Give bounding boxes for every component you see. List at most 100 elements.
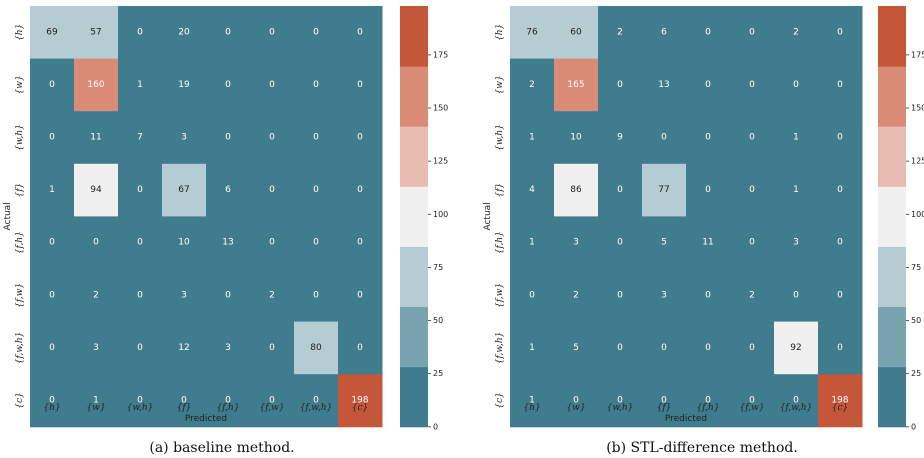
heatmap-cell (510, 58, 555, 112)
cell-value-label: 198 (351, 396, 368, 406)
y-tick-label: {w,h} (495, 124, 505, 151)
heatmap-cell (74, 163, 119, 217)
cell-value-label: 2 (617, 27, 623, 37)
cell-value-label: 0 (617, 238, 623, 248)
cell-value-label: 0 (617, 343, 623, 353)
heatmap-cell (30, 374, 75, 428)
heatmap-cell (118, 6, 163, 60)
heatmap-cell (554, 111, 599, 165)
heatmap-cell (294, 269, 339, 323)
heatmap-cell (74, 374, 119, 428)
heatmap-cell (206, 163, 251, 217)
colorbar-tick-label: 50 (433, 316, 443, 325)
heatmap-cell (554, 269, 599, 323)
cell-value-label: 1 (49, 185, 55, 195)
colorbar-tick-label: 75 (911, 263, 921, 272)
cell-value-label: 0 (225, 133, 231, 143)
colorbar-segment (878, 126, 906, 187)
heatmap-cell (818, 321, 863, 375)
heatmap-cell (818, 6, 863, 60)
heatmap-cell (774, 111, 819, 165)
heatmap-cell (642, 58, 687, 112)
y-tick-label: {f,w,h} (15, 332, 25, 365)
heatmap-cell (730, 163, 775, 217)
cell-value-label: 0 (357, 185, 363, 195)
heatmap-cell (554, 374, 599, 428)
x-tick-label: {f,w} (739, 403, 764, 413)
heatmap-cell (162, 269, 207, 323)
heatmap-cell (338, 374, 383, 428)
x-tick-label: {c} (832, 403, 849, 413)
cell-value-label: 57 (90, 27, 101, 37)
cell-value-label: 13 (658, 80, 669, 90)
heatmap-cell (250, 216, 295, 270)
cell-value-label: 0 (749, 133, 755, 143)
heatmap-cell (250, 374, 295, 428)
cell-value-label: 3 (661, 290, 667, 300)
cell-value-label: 1 (137, 80, 143, 90)
heatmap-cell (206, 269, 251, 323)
heatmap-cell (642, 269, 687, 323)
heatmap-cell (598, 58, 643, 112)
heatmap-cell (774, 163, 819, 217)
cell-value-label: 0 (313, 133, 319, 143)
y-tick-label: {w} (495, 75, 505, 94)
heatmap-cell (294, 321, 339, 375)
cell-value-label: 0 (573, 396, 579, 406)
cell-value-label: 0 (837, 80, 843, 90)
colorbar-tick-label: 75 (433, 263, 443, 272)
heatmap-cell (686, 374, 731, 428)
heatmap-cell (686, 321, 731, 375)
cell-value-label: 7 (137, 133, 143, 143)
heatmap-cell (818, 58, 863, 112)
heatmap-cell (730, 269, 775, 323)
cell-value-label: 0 (705, 185, 711, 195)
cell-value-label: 0 (357, 27, 363, 37)
heatmap-cell (598, 111, 643, 165)
heatmap-cell (30, 163, 75, 217)
heatmap-cell (730, 216, 775, 270)
cell-value-label: 0 (837, 185, 843, 195)
cell-value-label: 0 (93, 238, 99, 248)
cell-value-label: 0 (137, 238, 143, 248)
cell-value-label: 0 (705, 80, 711, 90)
cell-value-label: 198 (831, 396, 848, 406)
cell-value-label: 0 (49, 343, 55, 353)
cell-value-label: 1 (793, 133, 799, 143)
cell-value-label: 0 (357, 133, 363, 143)
colorbar-segment (878, 246, 906, 308)
heatmap-cell (554, 6, 599, 60)
heatmap-cell (774, 269, 819, 323)
colorbar-segment (878, 306, 906, 368)
cell-value-label: 3 (181, 290, 187, 300)
cell-value-label: 0 (617, 185, 623, 195)
y-tick-label: {w,h} (15, 124, 25, 151)
heatmap-cell (206, 374, 251, 428)
y-axis-title: Actual (3, 202, 13, 230)
cell-value-label: 1 (529, 396, 535, 406)
heatmap-cell (250, 58, 295, 112)
cell-value-label: 0 (749, 238, 755, 248)
cell-value-label: 0 (225, 290, 231, 300)
heatmap-cell (510, 111, 555, 165)
cell-value-label: 0 (529, 290, 535, 300)
cell-value-label: 0 (49, 133, 55, 143)
heatmap-cell (686, 163, 731, 217)
cell-value-label: 6 (661, 27, 667, 37)
colorbar-tick-label: 25 (911, 369, 921, 378)
x-tick-label: {w,h} (607, 403, 634, 413)
heatmap-cell (74, 216, 119, 270)
cell-value-label: 2 (269, 290, 275, 300)
x-tick-label: {h} (523, 403, 540, 413)
cell-value-label: 20 (178, 27, 190, 37)
cell-value-label: 0 (225, 27, 231, 37)
heatmap-cell (510, 6, 555, 60)
heatmap-cell (774, 216, 819, 270)
cell-value-label: 69 (46, 27, 58, 37)
heatmap-cell (118, 374, 163, 428)
heatmap-cell (338, 6, 383, 60)
cell-value-label: 0 (313, 80, 319, 90)
cell-value-label: 0 (137, 290, 143, 300)
y-tick-label: {f,h} (495, 231, 505, 254)
cell-value-label: 3 (93, 343, 99, 353)
